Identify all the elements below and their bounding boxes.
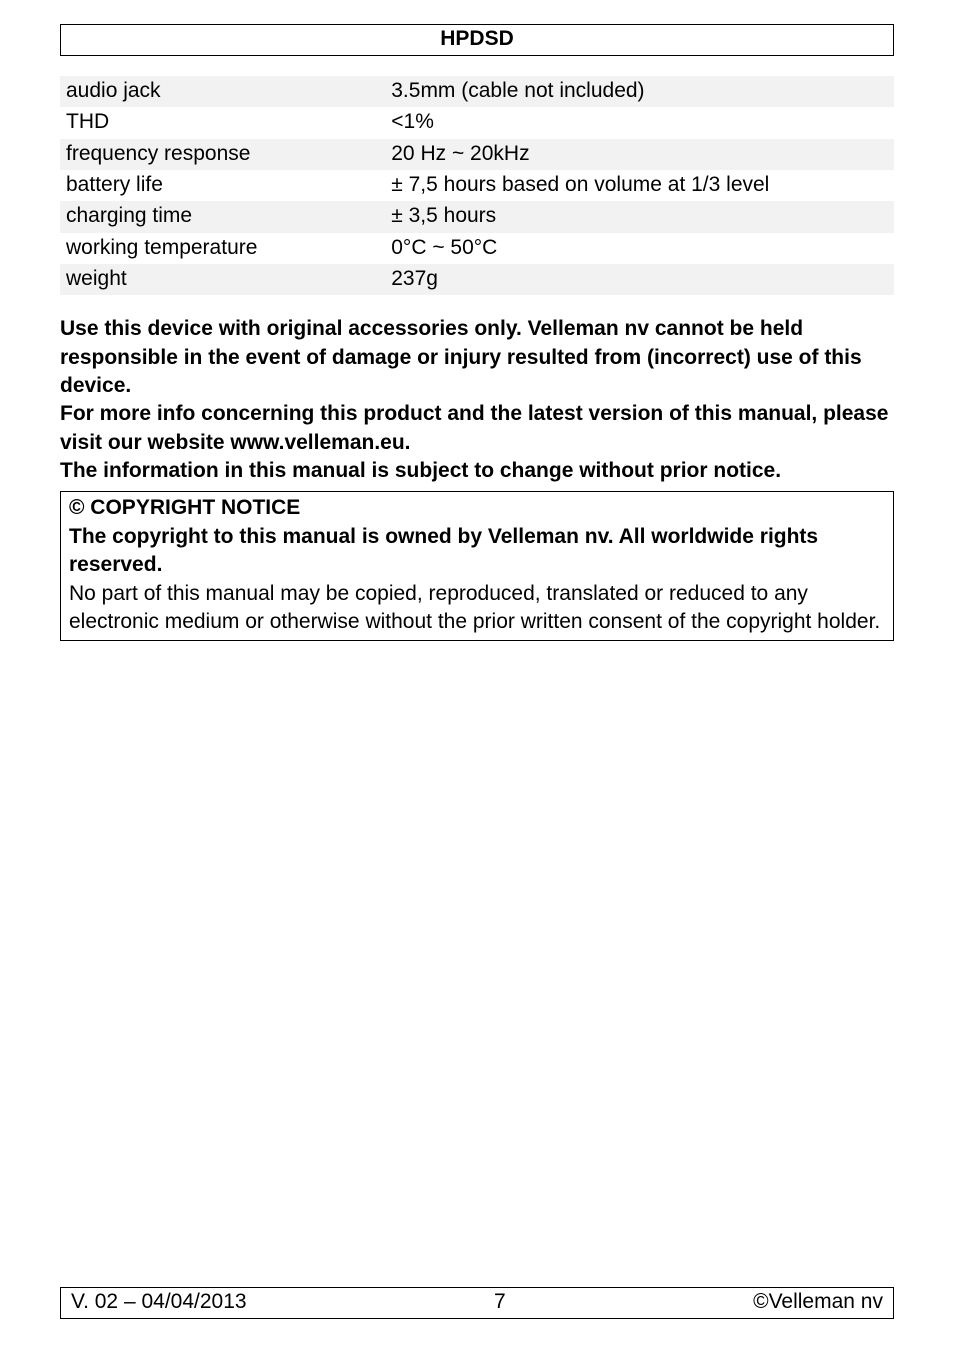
copyright-heading: © COPYRIGHT NOTICE — [69, 494, 885, 522]
copyright-body: No part of this manual may be copied, re… — [69, 582, 880, 633]
footer-right: ©Velleman nv — [753, 1290, 883, 1314]
page: HPDSD audio jack3.5mm (cable not include… — [0, 0, 954, 1345]
footer: V. 02 – 04/04/2013 7 ©Velleman nv — [60, 1287, 894, 1319]
copyright-box: © COPYRIGHT NOTICE The copyright to this… — [60, 491, 894, 641]
spec-value: 3.5mm (cable not included) — [385, 76, 894, 107]
spec-key: charging time — [60, 201, 385, 232]
warranty-p2: For more info concerning this product an… — [60, 400, 894, 457]
spec-key: THD — [60, 107, 385, 138]
warranty-p1: Use this device with original accessorie… — [60, 315, 894, 400]
table-row: frequency response20 Hz ~ 20kHz — [60, 139, 894, 170]
spec-value: 20 Hz ~ 20kHz — [385, 139, 894, 170]
table-row: THD<1% — [60, 107, 894, 138]
table-row: audio jack3.5mm (cable not included) — [60, 76, 894, 107]
footer-inner: V. 02 – 04/04/2013 7 ©Velleman nv — [71, 1290, 883, 1314]
copyright-subheading: The copyright to this manual is owned by… — [69, 523, 885, 580]
table-row: battery life± 7,5 hours based on volume … — [60, 170, 894, 201]
spec-table-body: audio jack3.5mm (cable not included)THD<… — [60, 76, 894, 295]
spec-key: frequency response — [60, 139, 385, 170]
spec-value: ± 3,5 hours — [385, 201, 894, 232]
warranty-p3: The information in this manual is subjec… — [60, 457, 894, 485]
table-row: weight237g — [60, 264, 894, 295]
spec-key: working temperature — [60, 233, 385, 264]
table-row: working temperature0°C ~ 50°C — [60, 233, 894, 264]
spec-key: audio jack — [60, 76, 385, 107]
spec-key: weight — [60, 264, 385, 295]
page-title: HPDSD — [440, 27, 514, 50]
footer-page-number: 7 — [494, 1290, 506, 1314]
warranty-block: Use this device with original accessorie… — [60, 315, 894, 485]
spec-value: 237g — [385, 264, 894, 295]
spec-key: battery life — [60, 170, 385, 201]
page-title-box: HPDSD — [60, 24, 894, 56]
spec-value: 0°C ~ 50°C — [385, 233, 894, 264]
footer-left: V. 02 – 04/04/2013 — [71, 1290, 247, 1314]
spec-table: audio jack3.5mm (cable not included)THD<… — [60, 76, 894, 295]
spec-value: ± 7,5 hours based on volume at 1/3 level — [385, 170, 894, 201]
spec-value: <1% — [385, 107, 894, 138]
table-row: charging time± 3,5 hours — [60, 201, 894, 232]
